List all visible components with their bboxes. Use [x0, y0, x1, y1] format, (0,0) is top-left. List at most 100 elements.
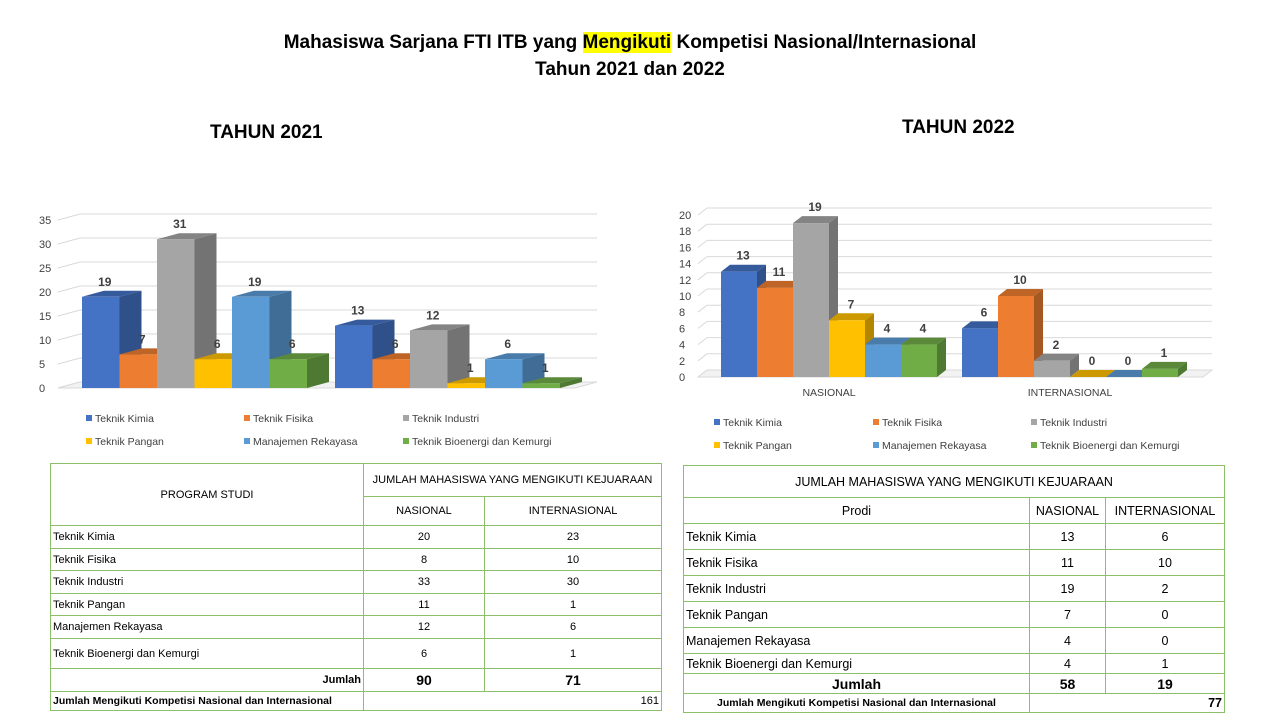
- table-2022-cell-name: Teknik Pangan: [683, 601, 1030, 628]
- table-2021-cell-nas: 20: [363, 525, 485, 549]
- grid-diagonal: [697, 288, 708, 297]
- table-2022-row: Teknik Bioenergi dan Kemurgi 4 1: [683, 653, 1226, 674]
- grid-diagonal: [697, 272, 708, 281]
- table-2021-jumlah-nasional: 90: [363, 668, 485, 692]
- grid-diagonal: [57, 333, 81, 341]
- slide-title: Mahasiswa Sarjana FTI ITB yang Mengikuti…: [0, 29, 1260, 83]
- table-2021-cell-int: 23: [483, 525, 663, 549]
- grid-diagonal: [57, 237, 81, 245]
- data-label: 12: [426, 308, 440, 322]
- table-2021-cell-nas: 11: [363, 593, 485, 616]
- y-tick-label: 25: [39, 263, 51, 275]
- bar: [232, 296, 270, 388]
- bar-side: [560, 377, 582, 388]
- bar-top: [1034, 353, 1079, 361]
- legend-label: Teknik Industri: [1040, 417, 1107, 429]
- table-2022-cell-int: 0: [1104, 601, 1226, 628]
- bar-top: [1070, 370, 1115, 377]
- bar-top: [335, 319, 395, 326]
- bar: [1142, 368, 1178, 377]
- table-2022-row: Teknik Kimia 13 6: [683, 523, 1226, 550]
- bar-side: [307, 353, 329, 388]
- table-2022-cell-nas: 4: [1029, 653, 1106, 674]
- table-2021-cell-int: 1: [483, 593, 663, 616]
- y-tick-label: 20: [39, 287, 51, 299]
- bar-side: [447, 324, 470, 388]
- table-2022-cell-nas: 7: [1029, 601, 1106, 628]
- table-2022-cell-int: 0: [1104, 627, 1226, 654]
- y-tick-label: 14: [679, 259, 691, 271]
- table-2021-cell-name: Manajemen Rekayasa: [50, 615, 364, 639]
- legend-label: Teknik Bioenergi dan Kemurgi: [412, 436, 552, 448]
- table-2021-total-label: Jumlah Mengikuti Kompetisi Nasional dan …: [50, 691, 364, 711]
- y-tick-label: 18: [679, 226, 691, 238]
- bar-side: [1070, 353, 1079, 377]
- data-label: 13: [351, 304, 365, 318]
- table-2022-header-prodi: Prodi: [683, 497, 1030, 524]
- table-2022-cell-name: Teknik Kimia: [683, 523, 1030, 550]
- data-label: 1: [1161, 346, 1168, 360]
- bar-side: [194, 233, 217, 388]
- y-tick-label: 16: [679, 242, 691, 254]
- table-2022-cell-nas: 4: [1029, 627, 1106, 654]
- chart-2021: 0 5 10 15 20 25 30 35 19 13 7 6 31 12 6 1 19 6 6 1 Teknik Ki…: [39, 213, 598, 448]
- y-tick-label: 0: [39, 383, 45, 395]
- y-tick-label: 5: [39, 359, 45, 371]
- legend-swatch: [244, 438, 250, 444]
- grid-diagonal: [697, 353, 708, 362]
- table-2022-cell-int: 1: [1104, 653, 1226, 674]
- grid-diagonal: [57, 261, 81, 269]
- bar-top: [82, 290, 142, 297]
- table-2021-row: Teknik Pangan 11 1: [50, 593, 663, 616]
- table-2022: JUMLAH MAHASISWA YANG MENGIKUTI KEJUARAA…: [682, 465, 1226, 713]
- bar: [82, 296, 120, 388]
- chart-2022-title: TAHUN 2022: [902, 117, 1015, 138]
- y-tick-label: 0: [679, 372, 685, 384]
- legend-swatch: [714, 442, 720, 448]
- grid-diagonal: [697, 321, 708, 329]
- bar-top: [1106, 370, 1151, 377]
- data-label: 6: [981, 305, 988, 319]
- grid-diagonal: [57, 213, 81, 221]
- table-2022-row: Teknik Fisika 11 10: [683, 549, 1226, 576]
- grid-diagonal: [57, 285, 81, 293]
- bar: [901, 344, 937, 377]
- grid-diagonal: [697, 304, 708, 313]
- table-2021-cell-nas: 8: [363, 548, 485, 571]
- table-2021-total-value: 161: [362, 691, 663, 711]
- data-label: 10: [1013, 273, 1027, 287]
- bar: [194, 359, 232, 388]
- data-label: 6: [289, 337, 296, 351]
- bar: [865, 344, 901, 377]
- legend-swatch: [403, 438, 409, 444]
- legend-label: Manajemen Rekayasa: [253, 436, 358, 448]
- y-tick-label: 20: [679, 210, 691, 222]
- table-2022-row: Teknik Industri 19 2: [683, 575, 1226, 602]
- bar: [721, 271, 757, 377]
- bar: [998, 296, 1034, 377]
- table-2022-cell-int: 6: [1104, 523, 1226, 550]
- bar: [522, 383, 560, 388]
- legend-label: Teknik Kimia: [723, 417, 782, 429]
- data-label: 6: [392, 337, 399, 351]
- table-2021-cell-nas: 12: [363, 615, 485, 639]
- bar-top: [410, 324, 470, 331]
- bar: [335, 325, 373, 388]
- bar-top: [522, 377, 582, 384]
- legend-label: Teknik Pangan: [95, 436, 164, 448]
- data-label: 0: [1089, 354, 1096, 368]
- bar-top: [829, 313, 874, 321]
- legend-label: Teknik Industri: [412, 413, 479, 425]
- bar-top: [232, 290, 292, 297]
- legend-swatch: [403, 415, 409, 421]
- data-label: 13: [736, 249, 750, 263]
- table-2021-cell-int: 6: [483, 615, 663, 639]
- grid-diagonal: [697, 337, 708, 345]
- bar-top: [721, 264, 766, 272]
- table-2021-cell-int: 1: [483, 638, 663, 669]
- table-2021-cell-name: Teknik Kimia: [50, 525, 364, 549]
- data-label: 19: [808, 200, 822, 214]
- table-2022-header-nasional: NASIONAL: [1029, 497, 1106, 524]
- grid-diagonal: [57, 309, 81, 317]
- table-2021-cell-name: Teknik Bioenergi dan Kemurgi: [50, 638, 364, 669]
